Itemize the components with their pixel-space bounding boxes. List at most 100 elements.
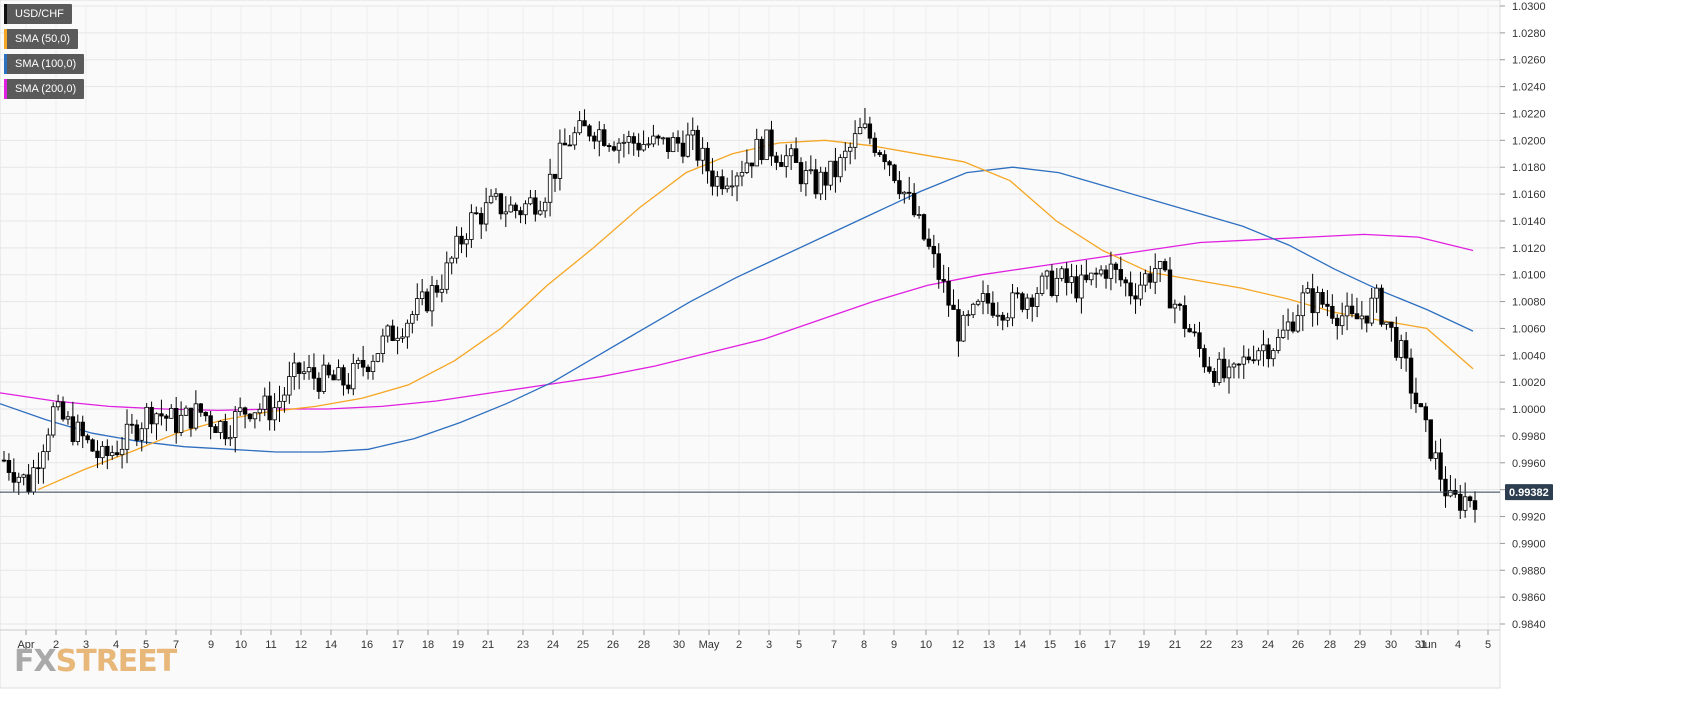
candle-body (1030, 297, 1035, 307)
candle-body (1167, 269, 1173, 309)
candle (272, 393, 277, 431)
candle (223, 413, 228, 446)
x-tick-label: 5 (796, 639, 802, 651)
candle-body (36, 467, 41, 470)
candle-body (262, 395, 267, 410)
candle (1389, 321, 1394, 342)
candle-body (759, 138, 764, 161)
candle-body (272, 407, 277, 421)
y-tick-label: 1.0280 (1512, 28, 1546, 40)
candle-body (1443, 478, 1448, 497)
candle-body (1285, 321, 1291, 331)
candle-body (173, 407, 179, 433)
candle (1236, 363, 1242, 379)
candle-body (1325, 303, 1330, 307)
candle-body (1408, 357, 1414, 394)
candle (1379, 284, 1384, 327)
candle (602, 124, 607, 147)
candle-body (134, 424, 140, 441)
legend-item-usdchf[interactable]: USD/CHF (4, 4, 72, 24)
candle (1030, 294, 1035, 322)
candle-body (616, 142, 622, 151)
candle-body (626, 136, 632, 143)
candle (46, 428, 51, 461)
candle (1438, 438, 1443, 492)
candle (188, 407, 194, 437)
candle-body (665, 137, 671, 153)
candle (542, 197, 548, 218)
candle (95, 440, 100, 469)
candle (877, 149, 882, 157)
x-tick-label: 14 (325, 639, 337, 651)
candle-body (75, 421, 80, 442)
x-tick-label: 4 (113, 639, 119, 651)
legend-item-sma-200[interactable]: SMA (200,0) (4, 79, 85, 99)
candle-body (1113, 263, 1119, 270)
y-tick-label: 1.0080 (1512, 297, 1546, 309)
candle (818, 166, 823, 201)
candle (410, 310, 415, 334)
candle (651, 124, 656, 148)
candle (400, 328, 405, 343)
legend-item-sma-50[interactable]: SMA (50,0) (4, 29, 79, 49)
candle (1276, 329, 1281, 354)
candle (739, 160, 745, 187)
candle (395, 326, 400, 355)
candle (1320, 288, 1325, 308)
candle (208, 410, 213, 440)
candle (70, 401, 76, 446)
candle (247, 413, 253, 422)
x-tick-label: 5 (143, 639, 149, 651)
candle-body (1305, 288, 1310, 294)
y-tick-label: 1.0020 (1512, 377, 1546, 389)
candle (1458, 484, 1463, 519)
y-tick-label: 0.9840 (1512, 619, 1546, 631)
candle (1133, 283, 1138, 314)
candle (1221, 347, 1227, 383)
legend-item-sma-100[interactable]: SMA (100,0) (4, 54, 85, 74)
candle-body (508, 204, 513, 213)
candle (759, 136, 764, 165)
candle (803, 161, 809, 197)
candle (685, 122, 691, 158)
candle (941, 264, 946, 293)
candle-body (346, 384, 351, 390)
candle (1054, 267, 1060, 303)
candle (523, 200, 528, 225)
x-tick-label: 3 (766, 639, 772, 651)
candle-body (360, 359, 366, 368)
candle-body (1433, 452, 1438, 459)
candle (769, 120, 774, 166)
candle (1202, 344, 1207, 373)
candle (439, 274, 445, 303)
candle-body (739, 172, 745, 177)
candle (1089, 272, 1094, 286)
candle (1423, 402, 1429, 432)
candle (1261, 330, 1266, 367)
x-tick-label: 26 (607, 639, 619, 651)
candle-body (877, 152, 882, 155)
candle-body (479, 213, 484, 225)
x-tick-label: 24 (547, 639, 559, 651)
candle (1305, 281, 1310, 294)
candle-body (55, 401, 61, 408)
candle-body (1212, 370, 1217, 383)
candle (144, 403, 149, 445)
candle-body (611, 146, 617, 151)
candle-body (169, 407, 174, 419)
candle-body (1423, 406, 1429, 421)
candle-body (862, 123, 868, 128)
y-tick-label: 1.0260 (1512, 55, 1546, 67)
candle-body (784, 155, 789, 167)
candle-body (966, 314, 971, 317)
candle-body (1133, 295, 1138, 300)
x-tick-label: 23 (517, 639, 529, 651)
candle (754, 128, 759, 167)
candle (951, 289, 956, 310)
y-tick-label: 1.0000 (1512, 404, 1546, 416)
candle-body (749, 162, 754, 167)
candle-body (970, 303, 976, 316)
candle-body (1093, 272, 1099, 275)
candle-body (1310, 288, 1315, 314)
candle-body (306, 367, 312, 373)
